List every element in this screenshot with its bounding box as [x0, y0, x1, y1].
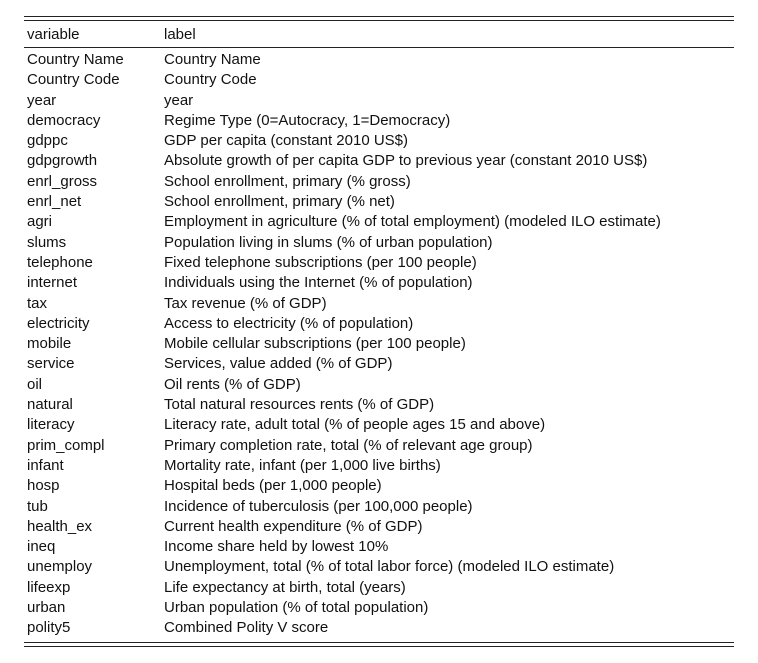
label-cell: Hospital beds (per 1,000 people) — [164, 477, 382, 495]
label-cell: Combined Polity V score — [164, 619, 329, 637]
variable-cell: gdppc — [27, 132, 68, 150]
table-row: prim_compl Primary completion rate, total… — [0, 436, 758, 456]
table-row: internet Individuals using the Internet (… — [0, 273, 758, 293]
variable-cell: ineq — [27, 538, 56, 556]
variable-cell: internet — [27, 274, 78, 292]
variable-cell: oil — [27, 375, 43, 393]
label-cell: Total natural resources rents (% of GDP) — [164, 396, 435, 414]
table-header: variable label — [0, 25, 758, 45]
label-cell: Current health expenditure (% of GDP) — [164, 517, 423, 535]
table-body: Country Name Country Name Country Code Coun… — [0, 50, 758, 639]
table-row: enrl_gross School enrollment, primary (% … — [0, 172, 758, 192]
label-cell: Income share held by lowest 10% — [164, 538, 389, 556]
table-row: polity5 Combined Polity V score — [0, 618, 758, 638]
label-cell: GDP per capita (constant 2010 US$) — [164, 132, 409, 150]
header-rule — [24, 47, 734, 48]
label-cell: Individuals using the Internet (% of pop… — [164, 274, 473, 292]
table-row: agri Employment in agriculture (% of tota… — [0, 212, 758, 232]
variable-cell: prim_compl — [27, 436, 105, 454]
label-cell: year — [164, 91, 194, 109]
label-cell: Country Code — [164, 71, 257, 89]
variable-cell: service — [27, 355, 75, 373]
variable-cell: agri — [27, 213, 53, 231]
table-row: tax Tax revenue (% of GDP) — [0, 294, 758, 314]
label-cell: School enrollment, primary (% gross) — [164, 172, 411, 190]
label-cell: Population living in slums (% of urban p… — [164, 233, 493, 251]
label-cell: Oil rents (% of GDP) — [164, 375, 301, 393]
label-cell: Life expectancy at birth, total (years) — [164, 578, 406, 596]
table-row: democracy Regime Type (0=Autocracy, 1=Dem… — [0, 111, 758, 131]
bottom-rule-1 — [24, 642, 734, 643]
table-row: enrl_net School enrollment, primary (% ne… — [0, 192, 758, 212]
label-cell: Mobile cellular subscriptions (per 100 p… — [164, 335, 466, 353]
variable-cell: year — [27, 91, 57, 109]
label-cell: Regime Type (0=Autocracy, 1=Democracy) — [164, 111, 451, 129]
variable-cell: urban — [27, 599, 66, 617]
label-cell: Mortality rate, infant (per 1,000 live b… — [164, 456, 441, 474]
table-row: telephone Fixed telephone subscriptions (… — [0, 253, 758, 273]
label-cell: Country Name — [164, 51, 261, 68]
label-cell: Access to electricity (% of population) — [164, 314, 414, 332]
table-row: electricity Access to electricity (% of p… — [0, 314, 758, 334]
table-row: slums Population living in slums (% of ur… — [0, 233, 758, 253]
top-rule-1 — [24, 16, 734, 17]
variable-cell: hosp — [27, 477, 60, 495]
label-cell: Incidence of tuberculosis (per 100,000 p… — [164, 497, 473, 515]
variable-cell: lifeexp — [27, 578, 71, 596]
table-row: Country Name Country Name — [0, 50, 758, 70]
variable-cell: democracy — [27, 111, 101, 129]
table-row: gdppc GDP per capita (constant 2010 US$) — [0, 131, 758, 151]
header-label: label — [164, 26, 196, 43]
table-row: oil Oil rents (% of GDP) — [0, 375, 758, 395]
variable-cell: tax — [27, 294, 48, 312]
top-rule-2 — [24, 20, 734, 21]
label-cell: Fixed telephone subscriptions (per 100 p… — [164, 253, 477, 271]
variable-cell: enrl_gross — [27, 172, 98, 190]
table-row: year year — [0, 91, 758, 111]
table-row: tub Incidence of tuberculosis (per 100,00… — [0, 497, 758, 517]
label-cell: Urban population (% of total population) — [164, 599, 429, 617]
table-row: infant Mortality rate, infant (per 1,000 … — [0, 456, 758, 476]
table-row: literacy Literacy rate, adult total (% of… — [0, 415, 758, 435]
table-row: urban Urban population (% of total popula… — [0, 598, 758, 618]
variable-cell: unemploy — [27, 558, 93, 576]
variable-cell: enrl_net — [27, 193, 82, 211]
variable-cell: mobile — [27, 335, 72, 353]
variable-cell: Country Code — [27, 71, 120, 89]
label-cell: Literacy rate, adult total (% of people … — [164, 416, 546, 434]
table-row: mobile Mobile cellular subscriptions (per… — [0, 334, 758, 354]
variable-cell: Country Name — [27, 51, 124, 68]
variable-cell: literacy — [27, 416, 75, 434]
variable-cell: natural — [27, 396, 73, 414]
label-cell: Primary completion rate, total (% of rel… — [164, 436, 533, 454]
table-row: hosp Hospital beds (per 1,000 people) — [0, 476, 758, 496]
table-row: service Services, value added (% of GDP) — [0, 354, 758, 374]
header-variable: variable — [27, 26, 80, 43]
label-cell: Tax revenue (% of GDP) — [164, 294, 327, 312]
variable-cell: telephone — [27, 253, 93, 271]
variable-cell: infant — [27, 456, 64, 474]
label-cell: Absolute growth of per capita GDP to pre… — [164, 152, 648, 170]
table-row: gdpgrowth Absolute growth of per capita G… — [0, 151, 758, 171]
label-cell: Services, value added (% of GDP) — [164, 355, 393, 373]
variable-cell: gdpgrowth — [27, 152, 98, 170]
table-row: unemploy Unemployment, total (% of total … — [0, 557, 758, 577]
table-row: ineq Income share held by lowest 10% — [0, 537, 758, 557]
variable-cell: slums — [27, 233, 67, 251]
variable-cell: electricity — [27, 314, 90, 332]
table-row: Country Code Country Code — [0, 70, 758, 90]
table-row: health_ex Current health expenditure (% o… — [0, 517, 758, 537]
variable-cell: polity5 — [27, 619, 71, 637]
bottom-rule-2 — [24, 646, 734, 647]
variable-cell: health_ex — [27, 517, 93, 535]
label-cell: School enrollment, primary (% net) — [164, 193, 395, 211]
label-cell: Unemployment, total (% of total labor fo… — [164, 558, 615, 576]
variable-cell: tub — [27, 497, 48, 515]
table-row: lifeexp Life expectancy at birth, total (… — [0, 578, 758, 598]
table-row: natural Total natural resources rents (% … — [0, 395, 758, 415]
label-cell: Employment in agriculture (% of total em… — [164, 213, 661, 231]
